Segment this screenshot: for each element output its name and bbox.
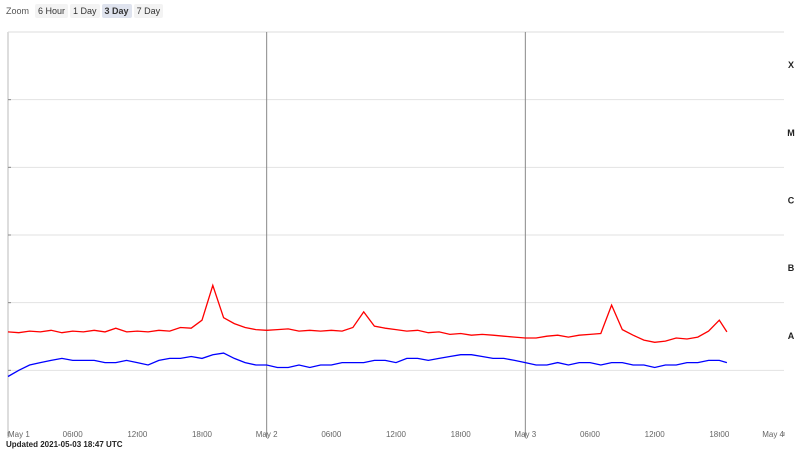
zoom-button[interactable]: 6 Hour bbox=[35, 4, 69, 18]
x-tick-label: 18:00 bbox=[192, 430, 213, 439]
zoom-label: Zoom bbox=[6, 6, 30, 16]
y-tick-label: X bbox=[788, 60, 794, 70]
x-tick-label: May 2 bbox=[256, 430, 278, 439]
x-tick-label: 12:00 bbox=[386, 430, 407, 439]
x-tick-label: 06:00 bbox=[580, 430, 601, 439]
x-tick-label: May 4 bbox=[762, 430, 784, 439]
y-tick-label: A bbox=[788, 331, 795, 341]
x-tick-label: 06:00 bbox=[321, 430, 342, 439]
zoom-button[interactable]: 7 Day bbox=[133, 4, 164, 18]
x-tick-label: May 1 bbox=[8, 430, 30, 439]
y-tick-label: M bbox=[787, 128, 795, 138]
y-tick-label: B bbox=[788, 263, 795, 273]
y-tick-label: C bbox=[788, 196, 795, 206]
zoom-toolbar: Zoom 6 Hour 1 Day 3 Day 7 Day bbox=[6, 4, 164, 18]
x-tick-label: 12:00 bbox=[127, 430, 148, 439]
zoom-button[interactable]: 1 Day bbox=[70, 4, 100, 18]
zoom-button[interactable]: 3 Day bbox=[101, 4, 132, 18]
series-line bbox=[7, 283, 728, 343]
x-tick-label: 06:00 bbox=[63, 430, 84, 439]
updated-note: Updated 2021-05-03 18:47 UTC bbox=[6, 440, 123, 449]
x-tick-label: 18:00 bbox=[451, 430, 472, 439]
x-tick-label: May 3 bbox=[514, 430, 536, 439]
series-line bbox=[7, 352, 728, 378]
x-tick-label: 18:00 bbox=[709, 430, 730, 439]
x-tick-label: 12:00 bbox=[645, 430, 666, 439]
